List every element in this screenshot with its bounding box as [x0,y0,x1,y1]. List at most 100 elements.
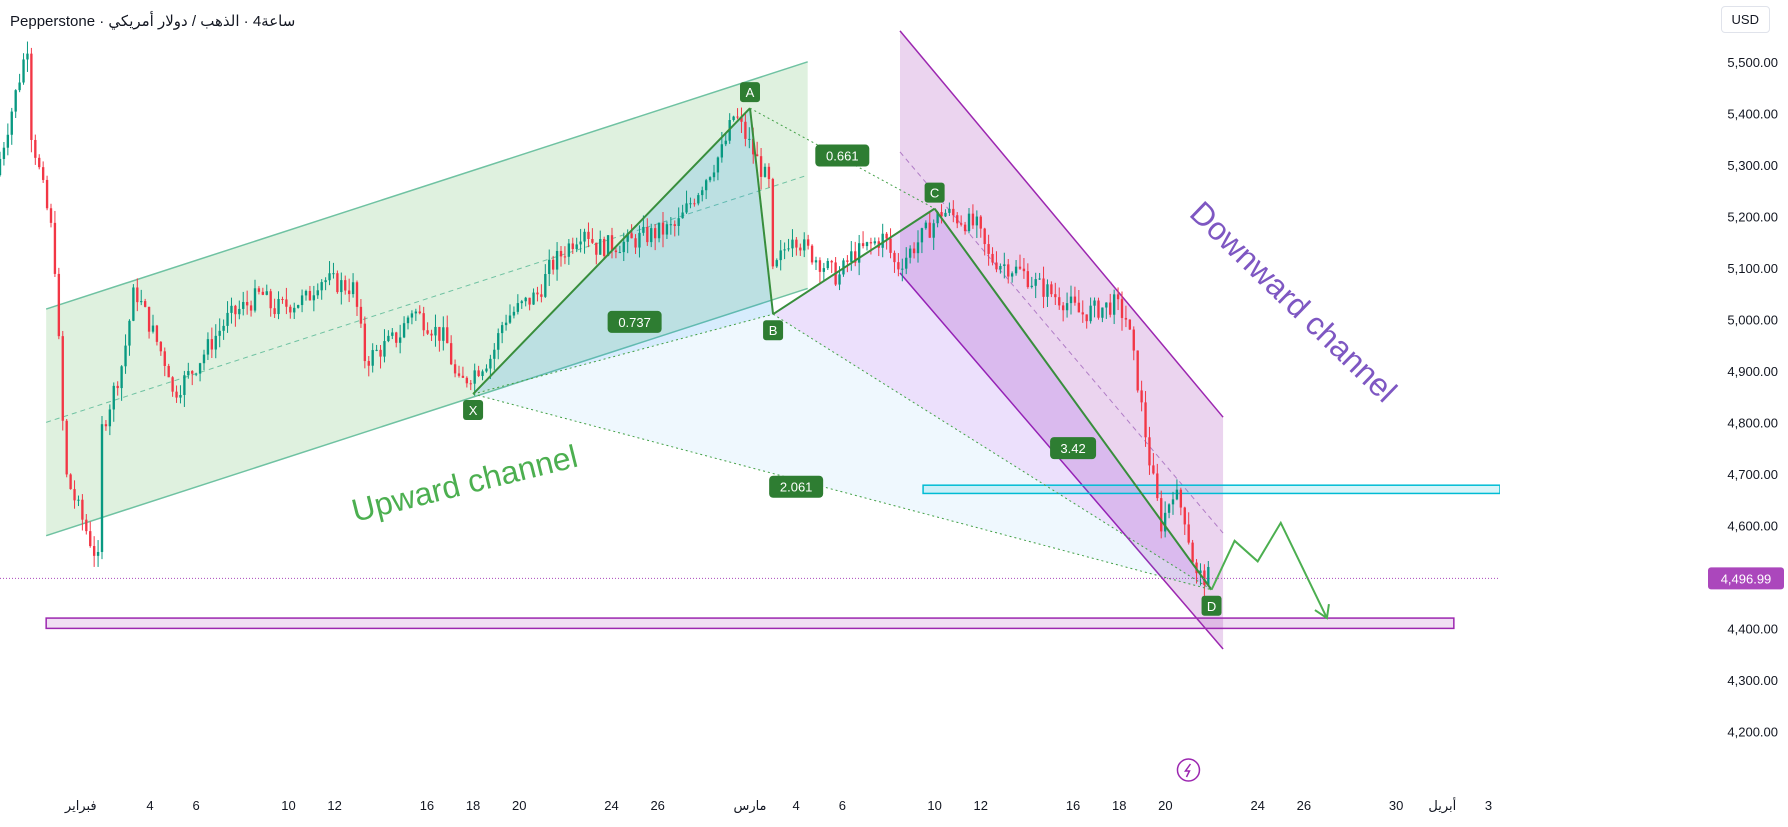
candle-body [626,233,629,242]
x-tick-label: 3 [1485,798,1492,813]
lightning-icon [1176,758,1201,782]
candle-body [1097,300,1100,318]
candle-body [583,231,586,242]
candle-body [410,313,414,318]
y-tick-label: 5,400.00 [1727,106,1778,121]
candle-body [708,177,712,181]
candle-body [524,297,527,302]
candle-body [136,287,139,303]
candle-body [171,377,174,392]
candle-body [481,371,484,377]
y-tick-label: 5,100.00 [1727,261,1778,276]
candle-body [846,260,849,262]
candle-body [787,248,790,250]
downward-channel-mid [899,151,1224,534]
y-tick-label: 4,300.00 [1727,673,1778,688]
candle-body [312,295,316,301]
candle-body [81,499,84,520]
candle-body [1163,512,1167,532]
candle-body [183,375,186,395]
candle-body [477,370,480,377]
pattern-leg [749,108,775,315]
candle-body [1203,570,1206,586]
candle-body [740,116,743,122]
candle-body [1069,296,1073,304]
candle-body [269,291,272,309]
x-tick-label: 12 [974,798,988,813]
candle-body [124,345,127,367]
candle-body [971,213,975,226]
candle-body [928,222,931,238]
candle-body [1171,499,1175,505]
candle-body [163,351,166,366]
candle-body [347,290,351,295]
candle-body [838,274,841,285]
candle-body [45,179,49,209]
pattern-leg [472,107,751,395]
candle-body [822,268,826,272]
x-tick-label: 18 [466,798,480,813]
candle-body [332,273,335,275]
candle-body [151,325,155,332]
candle-body [238,308,241,315]
x-tick-label: 26 [650,798,664,813]
pattern-point-box [763,320,784,341]
candle-body [234,305,237,315]
candle-body [1120,299,1124,318]
candle-body [661,222,665,235]
candle-body [924,222,928,229]
candle-body [551,259,555,270]
y-tick-label: 4,400.00 [1727,621,1778,636]
candle-body [285,299,288,307]
resistance-zone [922,484,1501,495]
candle-body [1140,390,1143,403]
candle-body [289,306,292,313]
candle-body [116,385,119,389]
candle-body [375,349,378,351]
candle-body [916,242,920,254]
candle-body [979,216,982,229]
candle-body [991,253,994,263]
candle-body [53,222,57,274]
pattern-ratio-line [772,313,1212,591]
candle-body [861,243,865,247]
candle-body [489,358,492,369]
candle-body [430,333,433,336]
candle-body [614,250,618,253]
candle-body [959,223,963,225]
candle-body [242,301,245,309]
price-axis-bg [1500,0,1788,822]
candle-body [324,280,327,283]
candle-body [395,332,398,343]
candle-body [850,251,853,262]
ratio-label-box [769,475,824,498]
ratio-label: 0.737 [618,315,651,330]
candle-body [673,224,676,226]
candle-body [265,291,268,295]
candle-body [854,251,857,263]
candle-body [1132,329,1135,351]
candle-body [920,228,924,243]
candle-body [398,337,402,343]
candle-body [767,166,771,180]
candle-body [253,288,257,311]
candle-body [277,298,280,315]
candle-body [22,59,25,83]
candle-body [1054,294,1057,298]
candle-body [752,138,755,155]
candle-body [897,262,900,270]
candle-body [257,288,261,292]
candle-body [779,250,782,261]
candle-body [763,166,767,177]
upward-channel-label: Upward channel [348,438,581,529]
candles-layer [0,41,1210,597]
candle-body [536,292,539,295]
currency-button[interactable]: USD [1720,6,1770,33]
candle-body [1144,402,1147,438]
candle-body [159,341,163,352]
y-tick-label: 5,500.00 [1727,55,1778,70]
candle-body [140,301,143,303]
candle-body [826,260,829,269]
